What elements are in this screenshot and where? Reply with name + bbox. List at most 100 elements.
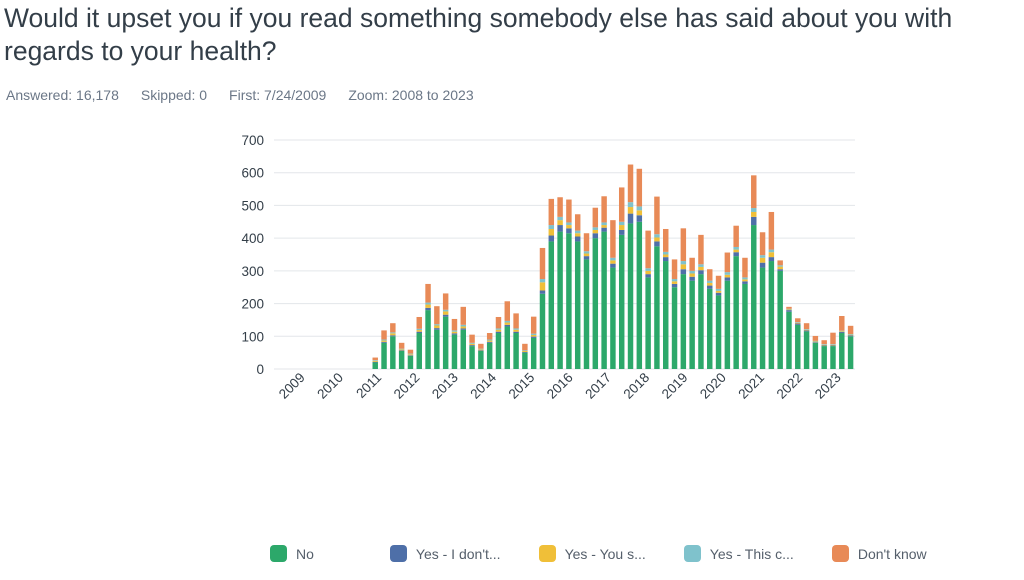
bar-segment <box>689 280 695 369</box>
bar-segment <box>795 323 801 325</box>
bar-segment <box>795 318 801 323</box>
first-response-date: First: 7/24/2009 <box>229 87 327 103</box>
bar-segment <box>548 228 555 236</box>
bar-segment <box>627 164 634 203</box>
bar-segment <box>390 335 396 337</box>
bar-segment <box>627 213 634 224</box>
bar-segment <box>522 350 528 352</box>
bar-segment <box>839 333 845 369</box>
bar-segment <box>566 199 572 223</box>
bar-segment <box>574 233 581 237</box>
bar-segment <box>724 272 731 275</box>
bar-segment <box>478 343 484 349</box>
bar-segment <box>381 342 387 369</box>
bar-segment <box>557 231 563 369</box>
bar-segment <box>398 349 405 351</box>
bar-segment <box>539 247 546 280</box>
bar-segment <box>601 231 607 369</box>
bar-segment <box>451 333 458 335</box>
y-tick-label: 0 <box>256 362 264 377</box>
bar-segment <box>592 238 599 369</box>
bar-segment <box>618 187 625 222</box>
bar-segment <box>372 357 378 361</box>
legend-item[interactable]: Don't know <box>831 545 927 562</box>
bar-segment <box>627 207 634 214</box>
y-tick-label: 400 <box>241 231 264 246</box>
bar-segment <box>689 276 695 281</box>
bar-segment <box>768 261 775 369</box>
bar-segment <box>759 257 766 263</box>
bar-segment <box>768 249 775 253</box>
bar-segment <box>821 346 827 369</box>
zoom-range: Zoom: 2008 to 2023 <box>348 87 474 103</box>
bar-segment <box>530 336 537 338</box>
x-tick-label: 2019 <box>659 370 691 402</box>
bar-segment <box>786 309 792 311</box>
bar-segment <box>645 277 651 369</box>
y-tick-label: 200 <box>241 297 264 312</box>
bar-segment <box>724 280 731 369</box>
bar-segment <box>795 324 801 369</box>
bar-segment <box>777 265 783 267</box>
x-tick-label: 2015 <box>506 370 538 402</box>
bar-segment <box>618 229 625 235</box>
bar-segment <box>442 309 449 312</box>
bar-segment <box>539 290 546 294</box>
legend-item[interactable]: Yes - You s... <box>538 545 646 562</box>
bar-segment <box>618 221 625 226</box>
bar-segment <box>574 214 581 231</box>
bar-segment <box>530 337 537 369</box>
x-tick-label: 2020 <box>697 370 729 402</box>
legend-item[interactable]: Yes - This c... <box>683 545 794 562</box>
bar-segment <box>830 344 836 346</box>
bar-segment <box>486 342 493 369</box>
bar-segment <box>398 351 405 369</box>
bar-segment <box>654 246 660 369</box>
legend-item[interactable]: No <box>270 545 314 562</box>
bar-segment <box>583 259 590 369</box>
bar-segment <box>469 346 475 369</box>
bar-segment <box>724 274 731 278</box>
bar-segment <box>618 225 625 230</box>
x-tick-label: 2009 <box>276 370 308 402</box>
bar-segment <box>663 254 669 258</box>
bar-segment <box>610 220 616 258</box>
x-tick-label: 2014 <box>467 370 499 402</box>
bar-segment <box>847 334 854 336</box>
bar-segment <box>689 257 695 271</box>
bar-segment <box>645 270 651 275</box>
bar-segment <box>486 340 493 342</box>
bar-segment <box>557 220 563 226</box>
bar-segment <box>504 320 511 323</box>
bar-segment <box>830 332 836 345</box>
bar-segment <box>407 354 414 356</box>
legend-item[interactable]: Yes - I don't... <box>389 545 501 562</box>
bar-segment <box>654 234 660 238</box>
bar-segment <box>451 331 458 334</box>
bar-segment <box>513 313 519 329</box>
bar-segment <box>522 352 528 369</box>
bar-segment <box>680 228 687 262</box>
bar-segment <box>812 342 819 343</box>
legend-label: No <box>296 545 314 562</box>
bar-segment <box>548 198 555 226</box>
bar-segment <box>821 344 827 345</box>
bar-segment <box>390 336 396 369</box>
bar-segment <box>592 233 599 239</box>
bar-segment <box>592 227 599 230</box>
bar-segment <box>478 351 484 369</box>
bar-segment <box>416 331 422 334</box>
bar-segment <box>592 229 599 234</box>
bar-segment <box>636 168 643 207</box>
bar-segment <box>425 310 431 369</box>
legend-swatch <box>538 545 556 562</box>
bar-segment <box>513 333 519 369</box>
bar-segment <box>663 251 669 255</box>
bar-segment <box>469 345 475 347</box>
bar-segment <box>434 328 440 330</box>
bar-segment <box>654 237 660 242</box>
bar-segment <box>583 251 590 254</box>
legend-swatch <box>683 545 701 562</box>
bar-segment <box>707 288 713 369</box>
bar-segment <box>821 345 827 347</box>
